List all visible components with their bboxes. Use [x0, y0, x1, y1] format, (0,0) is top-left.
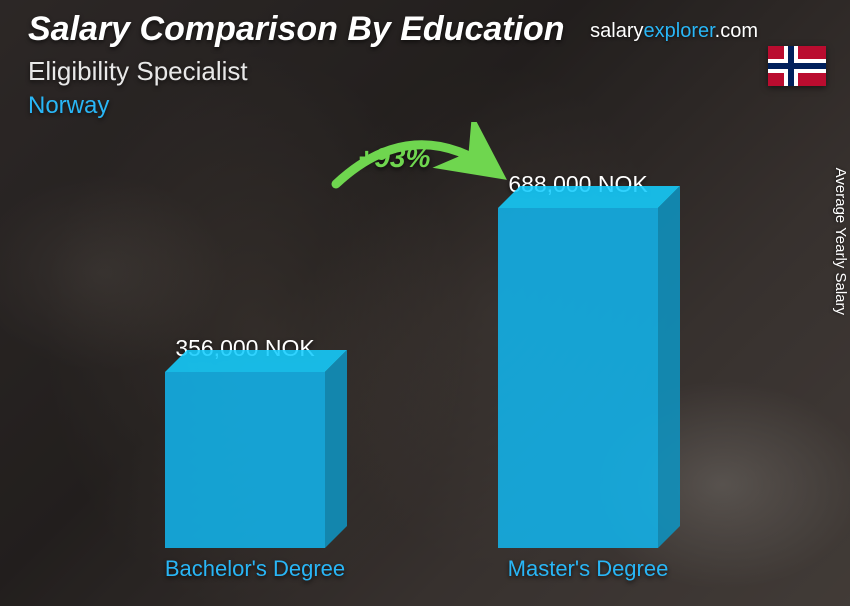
infographic: Salary Comparison By Education Eligibili…: [0, 0, 850, 606]
bar: [165, 372, 325, 548]
flag-norway: [768, 46, 826, 86]
country-label: Norway: [28, 92, 109, 120]
bar-group: 688,000 NOK: [498, 171, 658, 548]
chart-subtitle: Eligibility Specialist: [28, 56, 248, 87]
bar-category-label: Bachelor's Degree: [135, 556, 375, 582]
brand-prefix: salary: [590, 20, 643, 42]
brand-watermark: salaryexplorer.com: [590, 20, 758, 43]
brand-mid: explorer: [644, 20, 715, 42]
bar-chart: 356,000 NOK Bachelor's Degree 688,000 NOK M…: [0, 146, 850, 586]
bar-group: 356,000 NOK: [165, 335, 325, 548]
bar-category-label: Master's Degree: [468, 556, 708, 582]
bar: [498, 208, 658, 548]
chart-title: Salary Comparison By Education: [28, 10, 565, 49]
brand-suffix: .com: [715, 20, 758, 42]
